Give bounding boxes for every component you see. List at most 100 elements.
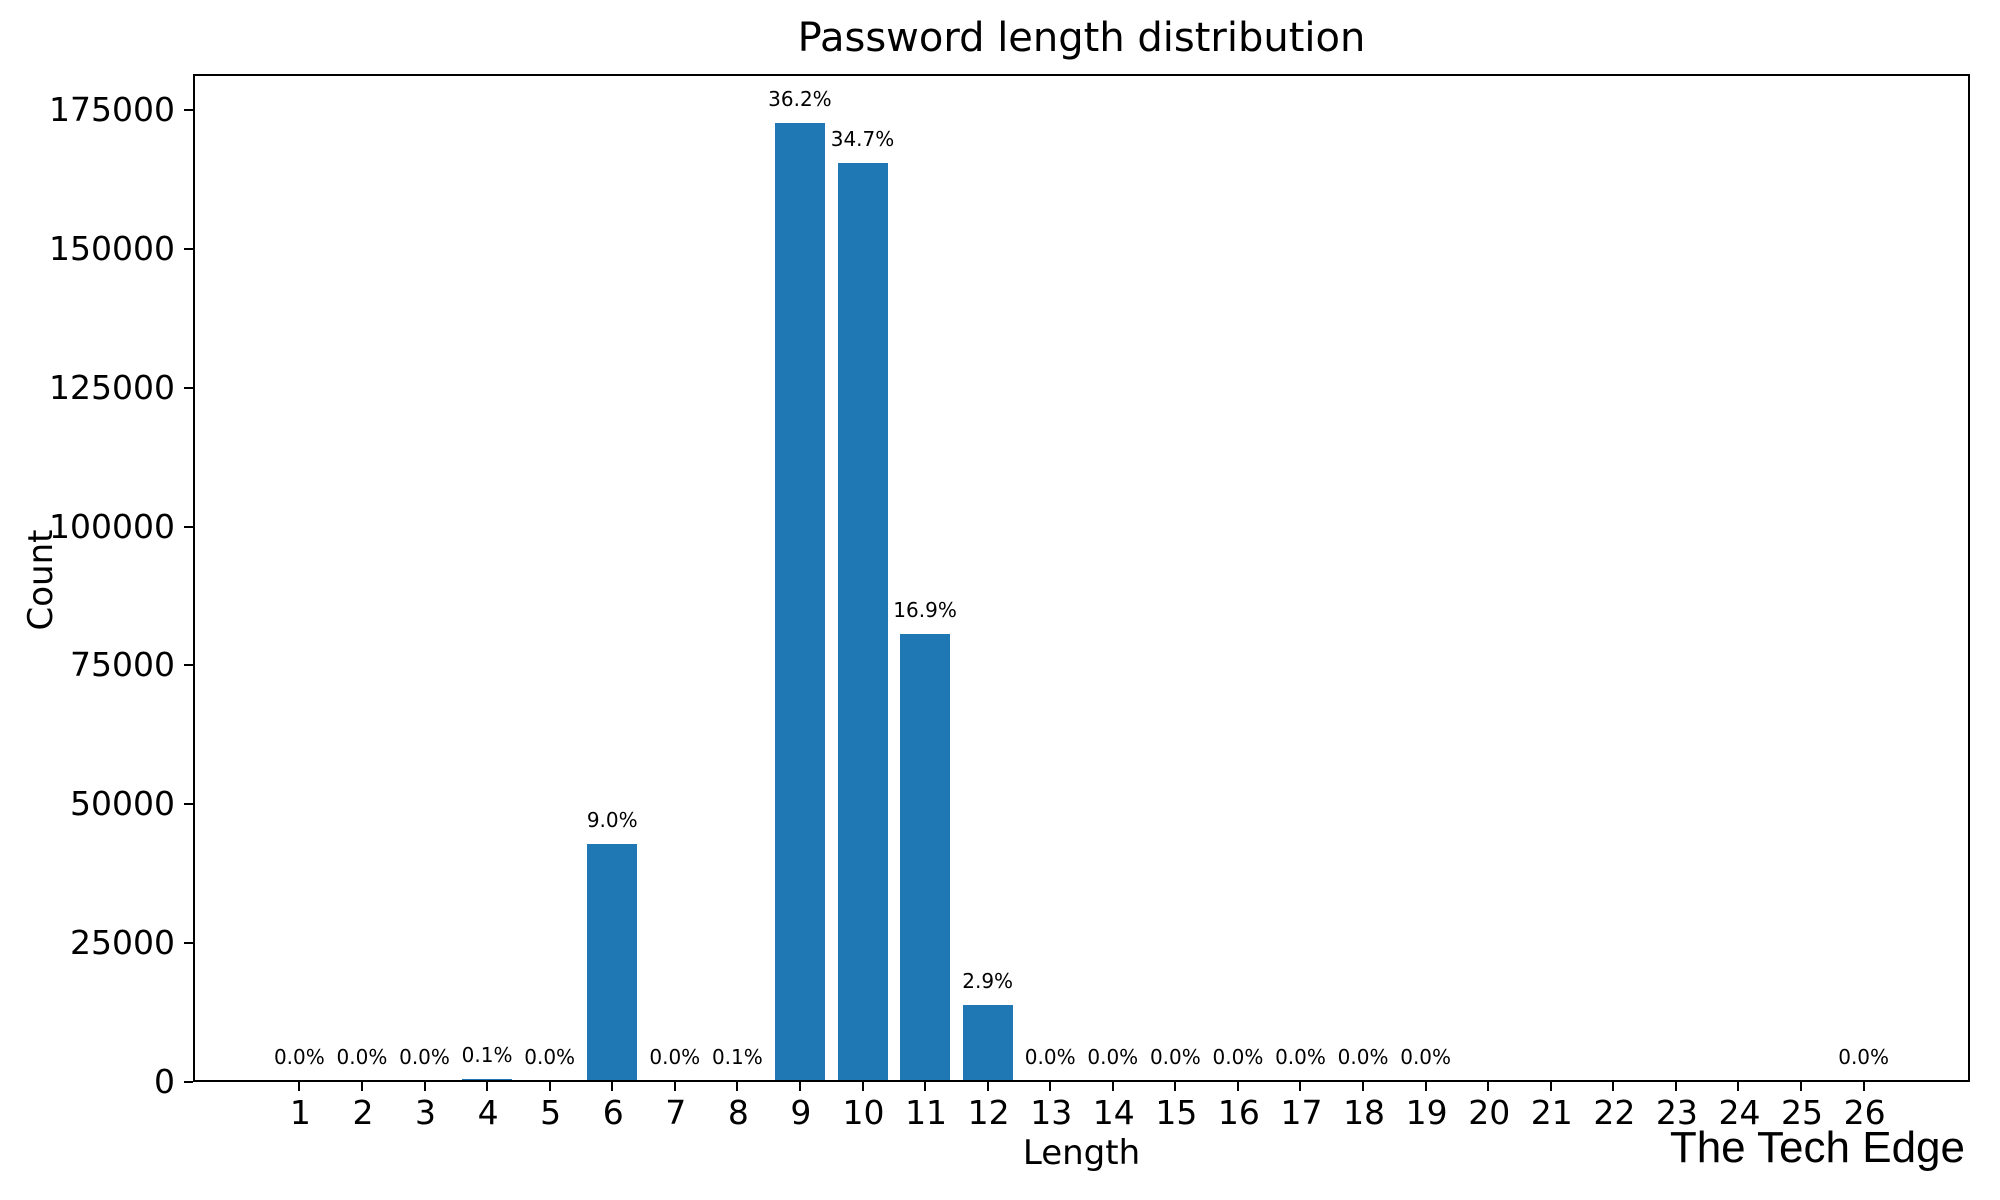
- x-tick-label-4: 4: [477, 1093, 499, 1132]
- y-tick-75000: [184, 664, 193, 667]
- spine-right: [1968, 74, 1970, 1082]
- x-tick-label-17: 17: [1280, 1093, 1323, 1132]
- bar-value-label-16: 0.0%: [1212, 1045, 1264, 1070]
- x-tick-label-13: 13: [1030, 1093, 1073, 1132]
- bar-length-12: [962, 1005, 1013, 1082]
- bar-value-label-9: 36.2%: [768, 87, 832, 112]
- bar-value-label-17: 0.0%: [1275, 1045, 1326, 1070]
- bar-value-label-7: 0.0%: [649, 1045, 701, 1070]
- bar-value-label-4: 0.1%: [461, 1043, 513, 1068]
- y-tick-125000: [184, 386, 193, 389]
- y-tick-150000: [184, 247, 193, 250]
- y-tick-100000: [184, 525, 193, 528]
- bar-value-label-13: 0.0%: [1024, 1045, 1076, 1070]
- bar-value-label-5: 0.0%: [524, 1045, 576, 1070]
- y-tick-label-50000: 50000: [70, 784, 175, 824]
- x-tick-label-11: 11: [905, 1093, 948, 1132]
- bar-length-11: [900, 634, 951, 1082]
- x-tick-label-19: 19: [1405, 1093, 1448, 1132]
- y-axis-label: Count: [21, 529, 61, 631]
- x-tick-25: [1800, 1082, 1803, 1091]
- y-tick-label-150000: 150000: [49, 228, 175, 268]
- x-tick-label-20: 20: [1468, 1093, 1511, 1132]
- y-tick-25000: [184, 942, 193, 945]
- x-tick-label-1: 1: [289, 1093, 311, 1132]
- bar-length-9: [774, 123, 825, 1082]
- bar-value-label-8: 0.1%: [711, 1045, 763, 1070]
- bar-value-label-10: 34.7%: [830, 126, 895, 151]
- x-tick-26: [1862, 1082, 1865, 1091]
- bar-value-label-3: 0.0%: [399, 1045, 450, 1070]
- x-tick-label-22: 22: [1593, 1093, 1636, 1132]
- bar-value-label-11: 16.9%: [893, 598, 957, 623]
- y-tick-label-25000: 25000: [70, 923, 175, 963]
- bar-value-label-26: 0.0%: [1838, 1045, 1890, 1070]
- y-tick-175000: [184, 109, 193, 112]
- x-tick-label-5: 5: [540, 1093, 562, 1132]
- x-tick-label-18: 18: [1343, 1093, 1386, 1132]
- x-tick-23: [1674, 1082, 1677, 1091]
- x-tick-label-21: 21: [1530, 1093, 1573, 1132]
- y-tick-label-75000: 75000: [70, 645, 175, 685]
- x-tick-13: [1049, 1082, 1052, 1091]
- x-tick-18: [1362, 1082, 1365, 1091]
- bar-value-label-12: 2.9%: [962, 969, 1014, 994]
- x-tick-label-9: 9: [790, 1093, 812, 1132]
- y-tick-label-0: 0: [154, 1062, 175, 1101]
- x-tick-21: [1549, 1082, 1552, 1091]
- x-tick-label-15: 15: [1155, 1093, 1198, 1132]
- x-tick-5: [548, 1082, 551, 1091]
- x-tick-14: [1111, 1082, 1114, 1091]
- x-tick-label-8: 8: [727, 1093, 749, 1132]
- x-tick-20: [1487, 1082, 1490, 1091]
- x-tick-10: [861, 1082, 864, 1091]
- x-tick-label-10: 10: [842, 1093, 885, 1132]
- x-tick-19: [1424, 1082, 1427, 1091]
- bar-value-label-15: 0.0%: [1149, 1045, 1201, 1070]
- x-tick-16: [1236, 1082, 1239, 1091]
- bar-length-6: [587, 843, 638, 1082]
- x-tick-8: [736, 1082, 739, 1091]
- chart-title: Password length distribution: [797, 15, 1366, 61]
- bar-length-10: [837, 162, 888, 1082]
- x-tick-2: [360, 1082, 363, 1091]
- x-tick-11: [924, 1082, 927, 1091]
- x-tick-label-23: 23: [1655, 1093, 1698, 1132]
- watermark: The Tech Edge: [1669, 1123, 1965, 1172]
- x-tick-9: [798, 1082, 801, 1091]
- x-tick-label-16: 16: [1217, 1093, 1260, 1132]
- y-tick-label-175000: 175000: [49, 90, 175, 130]
- x-tick-3: [423, 1082, 426, 1091]
- spine-top: [193, 74, 1970, 76]
- y-tick-0: [184, 1081, 193, 1083]
- x-tick-label-14: 14: [1092, 1093, 1135, 1132]
- bar-value-label-19: 0.0%: [1400, 1045, 1452, 1070]
- x-tick-12: [986, 1082, 989, 1091]
- x-tick-6: [611, 1082, 614, 1091]
- y-tick-label-125000: 125000: [49, 367, 175, 407]
- x-tick-label-2: 2: [352, 1093, 374, 1132]
- bar-value-label-14: 0.0%: [1087, 1045, 1139, 1070]
- bar-value-label-2: 0.0%: [336, 1045, 388, 1070]
- x-tick-label-24: 24: [1718, 1093, 1761, 1132]
- x-tick-label-3: 3: [415, 1093, 436, 1132]
- x-tick-17: [1299, 1082, 1302, 1091]
- y-tick-label-100000: 100000: [49, 506, 175, 546]
- x-tick-1: [298, 1082, 301, 1091]
- x-tick-22: [1612, 1082, 1615, 1091]
- x-tick-15: [1174, 1082, 1177, 1091]
- bar-value-label-1: 0.0%: [273, 1045, 325, 1070]
- x-tick-24: [1737, 1082, 1740, 1091]
- x-tick-label-7: 7: [665, 1093, 687, 1132]
- plot-area: 0 25000 50000 75000 100000 125000 150000 175000…: [49, 74, 1970, 1130]
- spine-left: [193, 74, 195, 1082]
- y-tick-50000: [184, 803, 193, 806]
- x-tick-label-6: 6: [602, 1093, 624, 1132]
- bar-value-label-18: 0.0%: [1337, 1045, 1389, 1070]
- x-tick-label-25: 25: [1781, 1093, 1824, 1132]
- x-tick-label-26: 26: [1843, 1093, 1886, 1132]
- x-tick-7: [673, 1082, 676, 1091]
- bar-value-label-6: 9.0%: [586, 807, 638, 832]
- x-tick-label-12: 12: [967, 1093, 1010, 1132]
